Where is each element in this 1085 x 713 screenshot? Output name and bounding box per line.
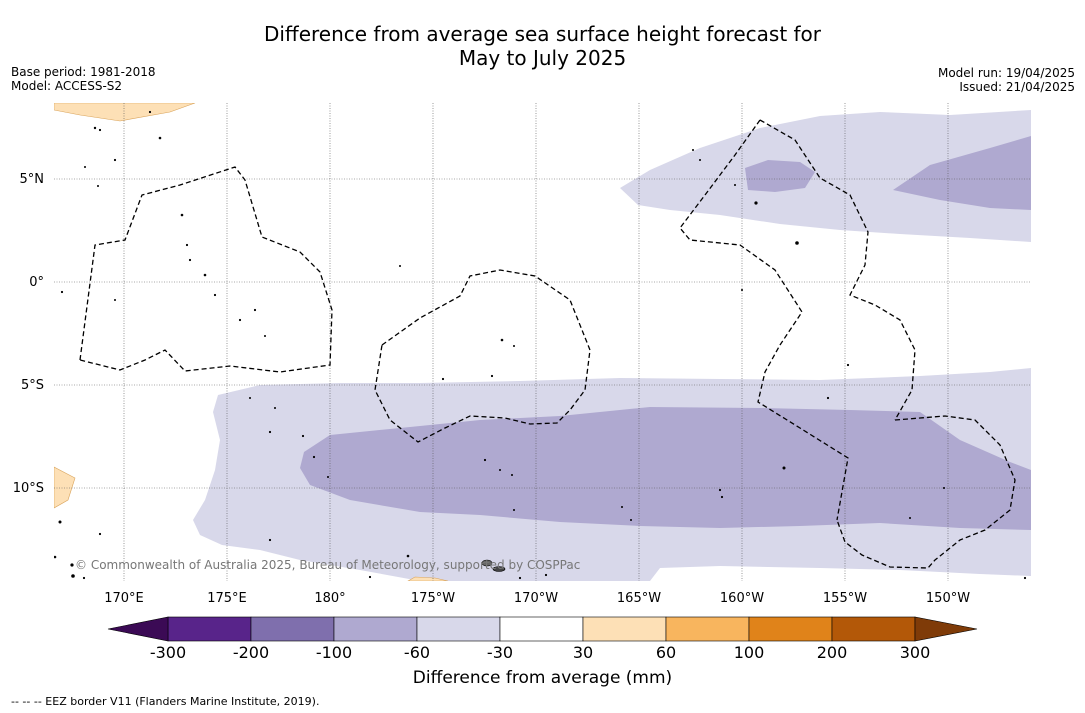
colorbar-low-extend (107, 616, 169, 642)
lat-axis: 5°N 0° 5°S 10°S (13, 172, 44, 496)
lat-tick-label: 5°S (21, 378, 44, 393)
land-south (407, 576, 449, 581)
colorbar-title: Difference from average (mm) (412, 668, 673, 688)
gridlines (54, 103, 1031, 581)
colorbar-high-extend (914, 616, 978, 642)
colorbar-segment (499, 616, 584, 642)
colorbar-tick-label: 300 (899, 643, 931, 662)
lon-tick-label: 150°W (926, 591, 970, 606)
colorbar-tick-label: -200 (232, 643, 270, 662)
eez-tuvalu-kiribati-west (79, 166, 333, 373)
issued-date: Issued: 21/04/2025 (959, 80, 1075, 94)
colorbar-tick-label: 60 (655, 643, 677, 662)
colorbar-segment (665, 616, 750, 642)
model-run: Model run: 19/04/2025 (937, 66, 1075, 80)
colorbar-segment (250, 616, 335, 642)
colorbar-segment (333, 616, 418, 642)
meta-left: Base period: 1981-2018 Model: ACCESS-S2 (11, 65, 156, 93)
anomaly-south-medium (300, 407, 1031, 530)
lon-tick-label: 155°W (823, 591, 867, 606)
lat-tick-label: 0° (29, 275, 44, 290)
lon-tick-label: 170°W (514, 591, 558, 606)
land-west-island (54, 466, 76, 509)
colorbar-tick-label: -60 (403, 643, 431, 662)
eez-tokelau (374, 269, 591, 443)
colorbar-segment (167, 616, 252, 642)
colorbar-tick-label: -30 (486, 643, 514, 662)
eez-line-islands-west (679, 119, 849, 521)
colorbar-tick-label: 200 (816, 643, 848, 662)
eez-line-islands-central (759, 119, 916, 421)
lon-tick-label: 180° (314, 591, 345, 606)
lon-axis: 170°E 175°E 180° 175°W 170°W 165°W 160°W 155°W 1… (104, 591, 970, 606)
eez-legend-note: -- -- -- EEZ border V11 (Flanders Marine… (11, 695, 320, 708)
anomaly-north-medium-1 (745, 160, 815, 192)
anomaly-north-light (620, 110, 1031, 242)
colorbar-segment (831, 616, 916, 642)
lon-tick-label: 175°W (411, 591, 455, 606)
eez-cook-islands (836, 415, 1016, 569)
meta-right: Model run: 19/04/2025 Issued: 21/04/2025 (938, 66, 1075, 94)
title-line-1: Difference from average sea surface heig… (263, 22, 822, 46)
small-islands (54, 110, 1027, 580)
colorbar-segment (582, 616, 667, 642)
colorbar-tick-label: 100 (733, 643, 765, 662)
colorbar-tick-label: 30 (572, 643, 594, 662)
copyright-notice: © Commonwealth of Australia 2025, Bureau… (75, 558, 581, 572)
map-title: Difference from average sea surface heig… (0, 22, 1085, 70)
eez-borders (79, 119, 1016, 569)
lon-tick-label: 175°E (207, 591, 247, 606)
lat-tick-label: 5°N (20, 172, 45, 187)
base-period: Base period: 1981-2018 (11, 65, 156, 79)
colorbar-tick-label: -300 (149, 643, 187, 662)
colorbar (107, 616, 978, 642)
anomaly-north-medium-2 (893, 136, 1031, 210)
map-area (54, 103, 1031, 581)
lon-tick-label: 165°W (617, 591, 661, 606)
lon-tick-label: 160°W (720, 591, 764, 606)
colorbar-segment (416, 616, 501, 642)
colorbar-segment (748, 616, 833, 642)
colorbar-tick-label: -100 (315, 643, 353, 662)
lat-tick-label: 10°S (13, 481, 44, 496)
title-line-2: May to July 2025 (458, 46, 627, 70)
land-north-west (54, 103, 196, 122)
model-name: Model: ACCESS-S2 (11, 79, 123, 93)
lon-tick-label: 170°E (104, 591, 144, 606)
